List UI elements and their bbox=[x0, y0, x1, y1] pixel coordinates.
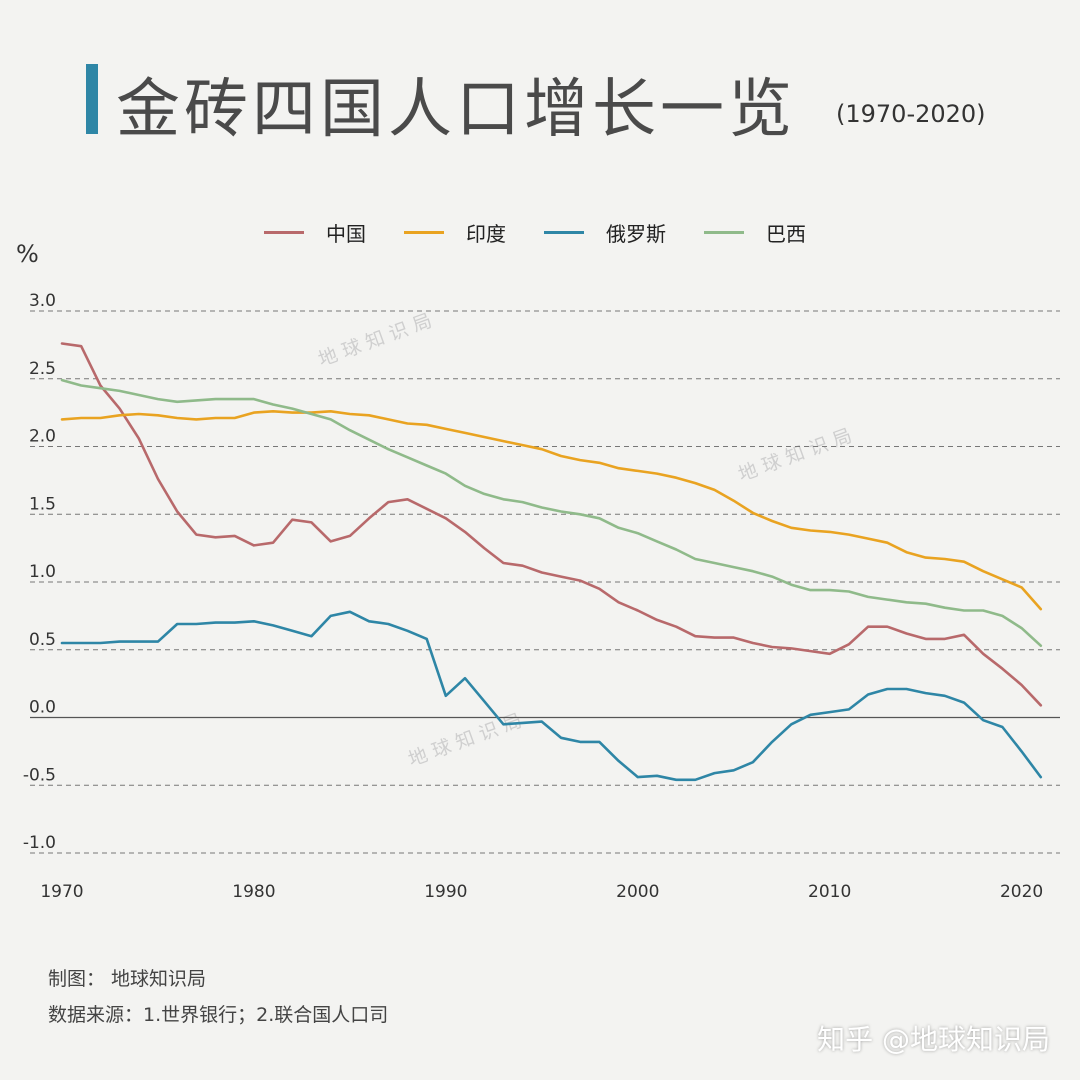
legend-item-china: 中国 bbox=[264, 218, 366, 247]
series-line-china bbox=[60, 342, 1043, 707]
x-axis-ticks: 1970 1980 1990 2000 2010 2020 bbox=[40, 882, 1043, 902]
y-tick-label: -0.5 bbox=[23, 765, 56, 785]
legend-label-russia: 俄罗斯 bbox=[606, 222, 666, 246]
grid-lines bbox=[30, 310, 1060, 854]
series-lines bbox=[60, 342, 1043, 782]
y-tick-label: 2.0 bbox=[29, 427, 56, 447]
legend-label-brazil: 巴西 bbox=[766, 222, 806, 246]
y-tick-label: 0.0 bbox=[29, 698, 56, 718]
y-unit-label: % bbox=[16, 240, 39, 268]
legend-swatch-brazil bbox=[704, 231, 744, 234]
legend-item-india: 印度 bbox=[404, 218, 506, 247]
series-line-brazil bbox=[60, 378, 1043, 647]
legend-swatch-india bbox=[404, 231, 444, 234]
y-tick-label: 3.0 bbox=[29, 291, 56, 311]
legend-swatch-china bbox=[264, 231, 304, 234]
y-tick-label: 1.0 bbox=[29, 562, 56, 582]
legend-item-brazil: 巴西 bbox=[704, 218, 806, 247]
x-tick-label: 2000 bbox=[616, 882, 659, 902]
title-accent-bar bbox=[86, 64, 98, 134]
legend-swatch-russia bbox=[544, 231, 584, 234]
x-tick-label: 1970 bbox=[40, 882, 83, 902]
legend-label-india: 印度 bbox=[466, 222, 506, 246]
x-tick-label: 1990 bbox=[424, 882, 467, 902]
x-tick-label: 2020 bbox=[1000, 882, 1043, 902]
y-tick-label: 1.5 bbox=[29, 494, 56, 514]
chart-title: 金砖四国人口增长一览 bbox=[116, 73, 796, 147]
chart-legend: 中国 印度 俄罗斯 巴西 bbox=[264, 218, 844, 247]
legend-label-china: 中国 bbox=[326, 222, 366, 246]
y-tick-label: 0.5 bbox=[29, 630, 56, 650]
series-line-india bbox=[60, 410, 1043, 611]
x-tick-label: 1980 bbox=[232, 882, 275, 902]
watermark-text: 地球知识局 bbox=[735, 423, 860, 486]
footer-source: 数据来源：1.世界银行；2.联合国人口司 bbox=[48, 1004, 389, 1026]
x-tick-label: 2010 bbox=[808, 882, 851, 902]
credit-watermark: 知乎 @地球知识局 bbox=[817, 1023, 1050, 1056]
chart-subtitle: (1970-2020) bbox=[836, 100, 986, 128]
footer-maker: 制图： 地球知识局 bbox=[48, 968, 207, 990]
watermark-text: 地球知识局 bbox=[315, 308, 440, 371]
legend-item-russia: 俄罗斯 bbox=[544, 218, 666, 247]
series-line-russia bbox=[60, 610, 1043, 782]
y-axis-ticks: 3.0 2.5 2.0 1.5 1.0 0.5 0.0 -0.5 -1.0 bbox=[23, 291, 56, 853]
y-tick-label: 2.5 bbox=[29, 359, 56, 379]
y-tick-label: -1.0 bbox=[23, 833, 56, 853]
